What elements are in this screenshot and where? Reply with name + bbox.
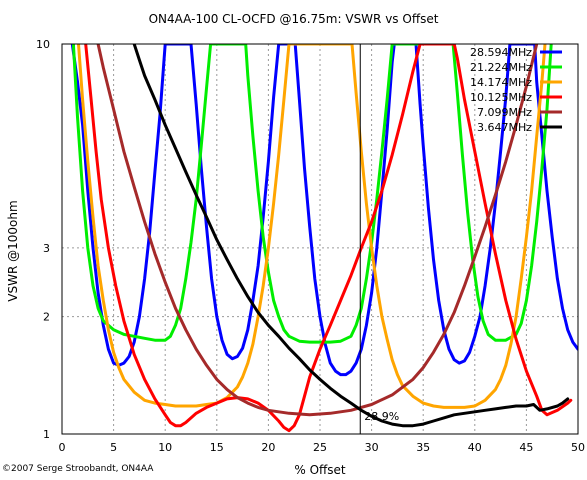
legend-label: 10.125MHz (470, 91, 532, 104)
x-tick-label: 5 (110, 441, 117, 454)
chart-title: ON4AA-100 CL-OCFD @16.75m: VSWR vs Offse… (148, 12, 439, 26)
axes: 0 5 10 15 20 25 30 35 40 45 50 1 2 3 10 (36, 38, 585, 454)
offset-marker: 28.9% (359, 44, 399, 434)
legend-label: 28.594MHz (470, 46, 532, 59)
x-tick-label: 50 (571, 441, 585, 454)
offset-marker-label: 28.9% (364, 410, 399, 423)
x-tick-label: 40 (468, 441, 482, 454)
series-line-28.594MHz (70, 44, 578, 377)
x-tick-label: 30 (365, 441, 379, 454)
x-tick-label: 15 (210, 441, 224, 454)
legend: 28.594MHz 21.224MHz 14.174MHz 10.125MHz 7.09… (470, 46, 562, 134)
legend-label: 21.224MHz (470, 61, 532, 74)
legend-label: 14.174MHz (470, 76, 532, 89)
series-line-21.224MHz (71, 44, 553, 344)
y-tick-label: 10 (36, 38, 50, 51)
y-tick-label: 3 (43, 242, 50, 255)
x-tick-label: 0 (59, 441, 66, 454)
y-tick-label: 1 (43, 428, 50, 441)
x-tick-label: 35 (416, 441, 430, 454)
series-lines (70, 44, 578, 433)
legend-label: 7.099MHz (477, 106, 532, 119)
legend-label: 3.647MHz (477, 121, 532, 134)
plot-frame (61, 43, 579, 435)
x-tick-label: 25 (313, 441, 327, 454)
x-tick-label: 10 (158, 441, 172, 454)
series-line-14.174MHz (77, 44, 547, 409)
x-tick-label: 20 (261, 441, 275, 454)
series-line-7.099MHz (96, 44, 539, 417)
x-axis-label: % Offset (294, 463, 346, 477)
y-tick-label: 2 (43, 311, 50, 324)
series-line-3.647MHz (132, 44, 570, 428)
copyright-footer: ©2007 Serge Stroobandt, ON4AA (2, 464, 154, 474)
x-tick-label: 45 (519, 441, 533, 454)
